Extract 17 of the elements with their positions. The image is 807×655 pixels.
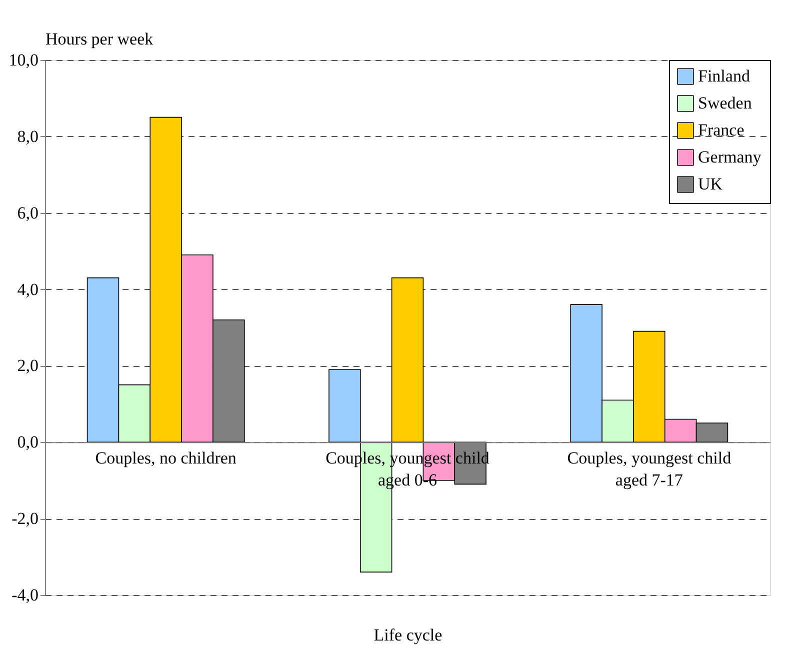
y-tick-label: 4,0 xyxy=(17,280,38,299)
y-tick-label: 8,0 xyxy=(17,126,38,146)
legend-label: UK xyxy=(698,174,724,194)
y-tick-label: 10,0 xyxy=(8,50,38,70)
legend-label: Germany xyxy=(698,148,762,166)
x-axis-title: Life cycle xyxy=(374,626,442,644)
y-axis-title: Hours per week xyxy=(46,30,154,48)
legend-label: Sweden xyxy=(698,94,752,112)
y-tick-label: -2,0 xyxy=(12,509,38,528)
y-tick-label: 6,0 xyxy=(17,203,38,222)
legend-label: France xyxy=(698,120,744,140)
y-tick-label: -4,0 xyxy=(12,586,38,604)
x-tick-label: Couples, youngest child aged 7-17 xyxy=(567,448,732,490)
legend-label: Finland xyxy=(698,66,750,86)
y-tick-label: 2,0 xyxy=(17,356,38,376)
y-tick-label: 0,0 xyxy=(17,432,38,452)
x-tick-label: Couples, no children xyxy=(95,448,237,468)
